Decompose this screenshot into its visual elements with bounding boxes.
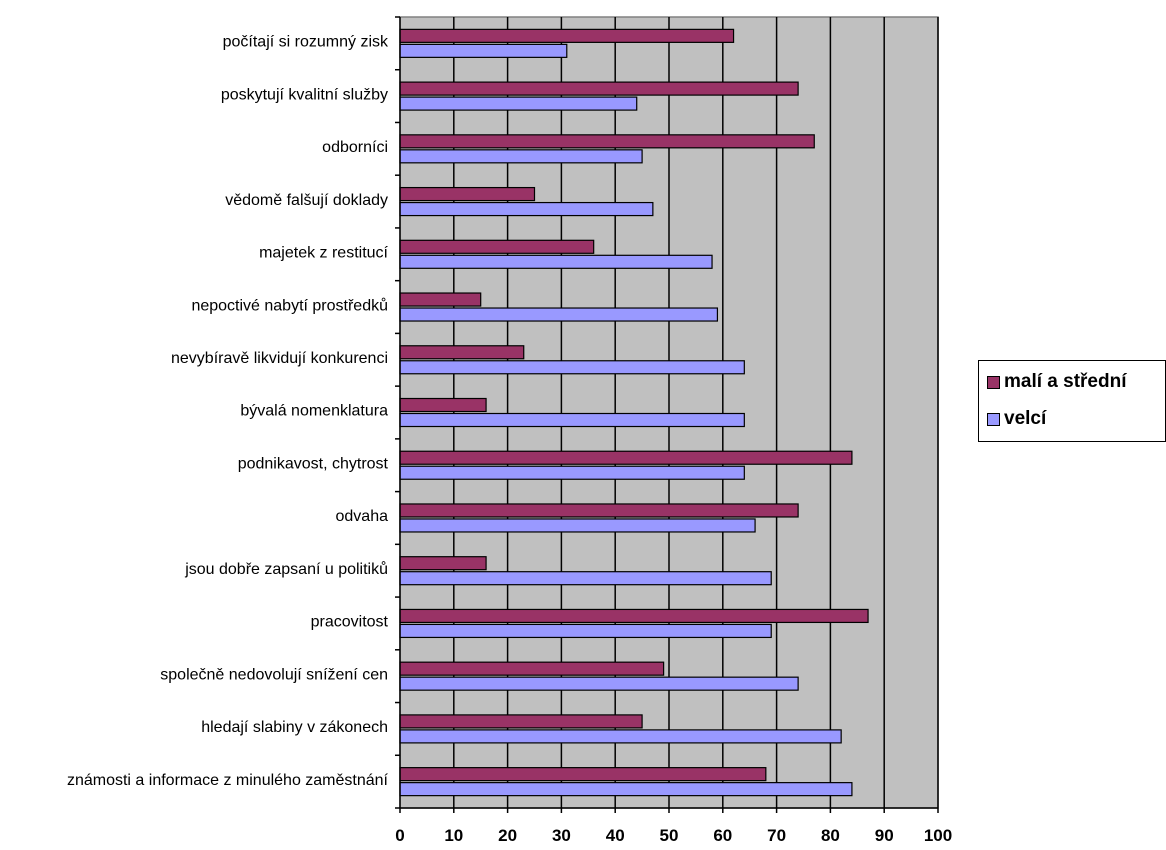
- bar-series-1-6: [399, 345, 525, 360]
- bar-series-1-13: [399, 714, 643, 729]
- x-tick-label-8: 80: [821, 826, 840, 845]
- category-label-8: podnikavost, chytrost: [238, 455, 389, 472]
- bar-series-1-2: [399, 134, 815, 149]
- category-label-5: nepoctivé nabytí prostředků: [191, 296, 388, 314]
- bar-series-1-12: [399, 661, 665, 676]
- x-tick-label-7: 70: [767, 826, 786, 845]
- x-tick-label-3: 30: [552, 826, 571, 845]
- x-tick-label-2: 20: [498, 826, 517, 845]
- x-tick-label-5: 50: [660, 826, 679, 845]
- bar-series-2-7: [399, 412, 745, 428]
- bar-series-2-6: [399, 360, 745, 375]
- bar-series-2-5: [399, 307, 719, 322]
- x-tick-labels: 0 10 20 30 40 50 60 70 80 90 100: [395, 826, 952, 845]
- category-labels: počítají si rozumný zisk poskytují kvalit…: [67, 34, 389, 789]
- legend-item-series-1: malí a střední: [987, 371, 1127, 393]
- bar-series-1-1: [399, 81, 799, 96]
- x-tick-label-4: 40: [606, 826, 625, 845]
- bar-series-2-13: [399, 729, 842, 744]
- legend-label-series-1: malí a střední: [1004, 371, 1127, 392]
- bar-series-1-10: [399, 556, 487, 571]
- x-tick-label-9: 90: [875, 826, 894, 845]
- bar-series-2-14: [399, 782, 853, 797]
- x-tick-label-10: 100: [924, 826, 952, 845]
- category-label-6: nevybíravě likvidují konkurenci: [171, 350, 388, 367]
- bar-series-2-1: [399, 96, 638, 111]
- bar-series-2-10: [399, 571, 772, 586]
- legend-swatch-series-2: [987, 412, 1000, 426]
- category-label-0: počítají si rozumný zisk: [223, 34, 389, 51]
- category-label-7: bývalá nomenklatura: [240, 403, 388, 420]
- category-label-11: pracovitost: [311, 614, 389, 631]
- bar-series-1-4: [399, 239, 595, 254]
- bar-series-1-14: [399, 767, 767, 782]
- category-label-1: poskytují kvalitní služby: [221, 86, 388, 103]
- bar-series-1-0: [399, 28, 735, 43]
- category-label-9: odvaha: [336, 508, 389, 525]
- category-label-10: jsou dobře zapsaní u politiků: [184, 560, 388, 578]
- bar-series-2-11: [399, 623, 772, 639]
- category-label-2: odborníci: [322, 139, 388, 156]
- bar-series-1-7: [399, 397, 487, 413]
- bar-series-2-4: [399, 254, 713, 269]
- bar-series-1-11: [399, 608, 869, 624]
- bar-series-2-3: [399, 201, 654, 217]
- category-label-12: společně nedovolují snížení cen: [160, 666, 388, 683]
- axes: [395, 16, 939, 813]
- legend-swatch-series-1: [987, 375, 1000, 389]
- bar-series-2-8: [399, 465, 745, 480]
- category-label-14: známosti a informace z minulého zaměstná…: [67, 772, 389, 789]
- bar-series-1-3: [399, 186, 536, 202]
- bars: [399, 28, 869, 797]
- legend-label-series-2: velcí: [1004, 408, 1047, 429]
- x-tick-label-6: 60: [713, 826, 732, 845]
- bar-series-1-5: [399, 292, 482, 307]
- bar-series-2-0: [399, 43, 568, 58]
- bar-series-1-8: [399, 450, 853, 465]
- bar-series-1-9: [399, 503, 799, 518]
- gridlines: [453, 17, 939, 808]
- x-tick-label-0: 0: [395, 826, 404, 845]
- bar-series-2-2: [399, 149, 643, 164]
- category-label-4: majetek z restitucí: [259, 245, 388, 262]
- x-tick-label-1: 10: [444, 826, 463, 845]
- category-label-3: vědomě falšují doklady: [225, 192, 388, 209]
- legend-item-series-2: velcí: [987, 408, 1046, 430]
- category-label-13: hledají slabiny v zákonech: [201, 719, 388, 736]
- bar-series-2-12: [399, 676, 799, 691]
- legend: malí a střední velcí: [978, 360, 1166, 442]
- bar-series-2-9: [399, 518, 756, 533]
